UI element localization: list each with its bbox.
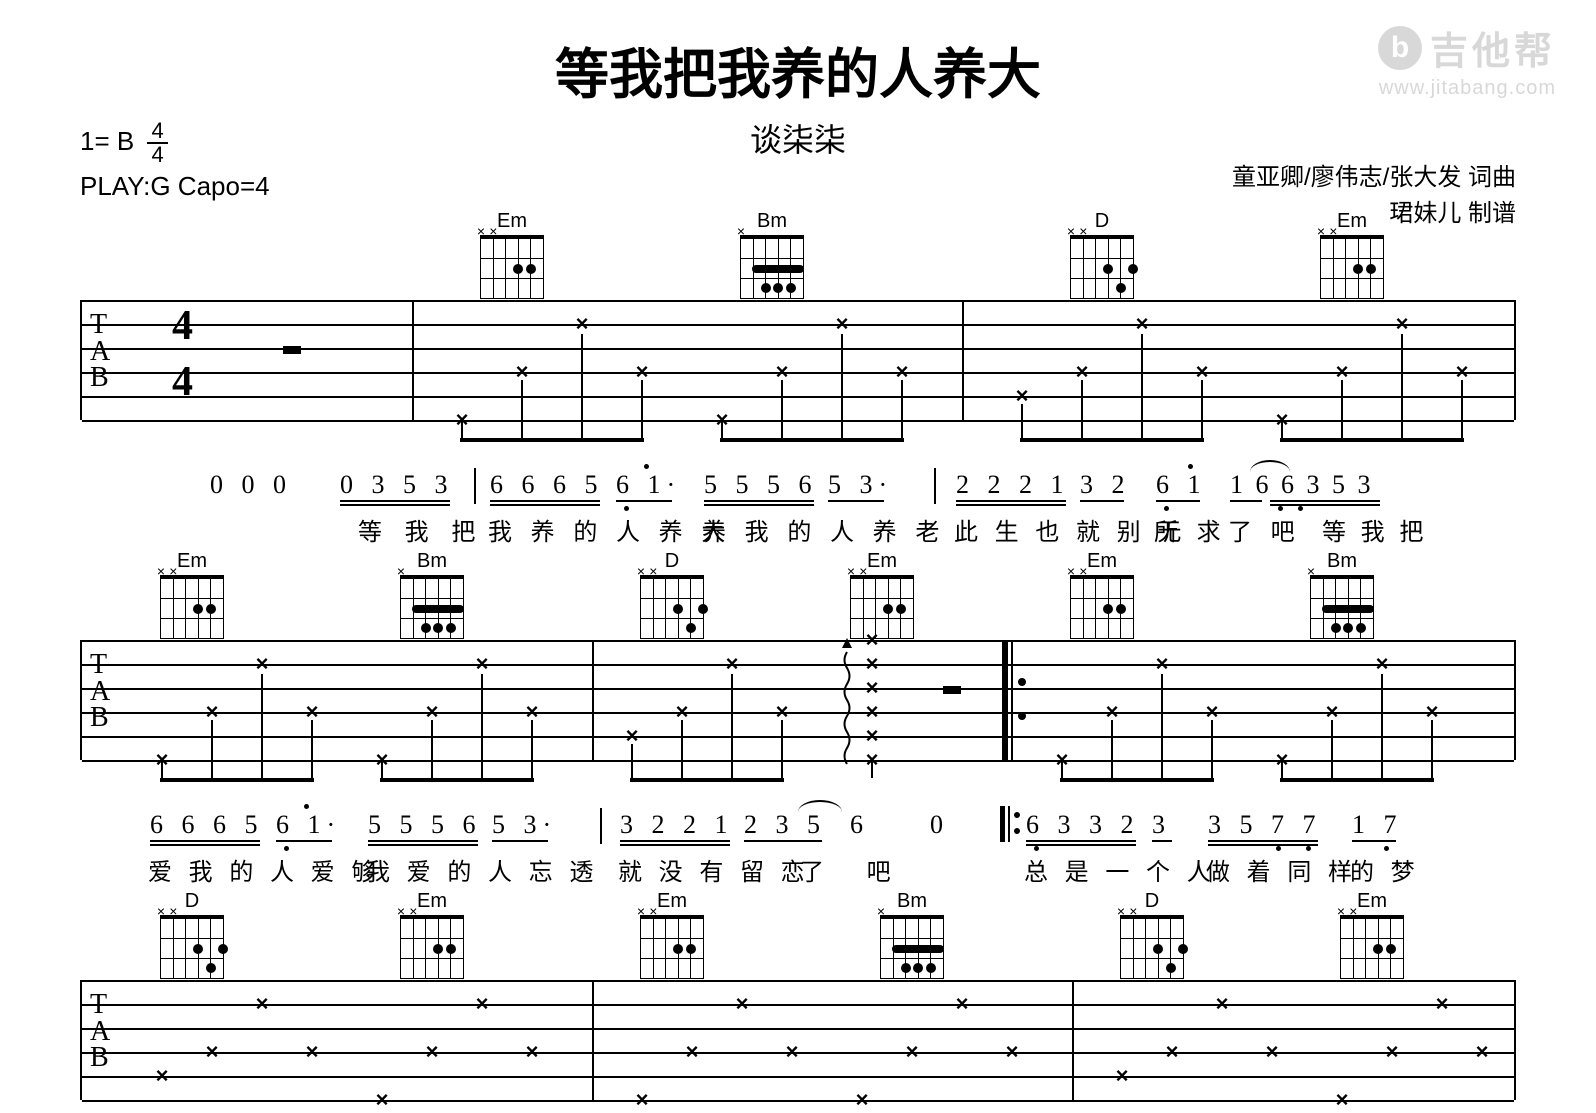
credits-line1: 童亚卿/廖伟志/张大发 词曲 — [1232, 160, 1516, 196]
lyrics: 此 生 也 就 别 无 — [954, 512, 1186, 547]
tab-staff-3: TAB ×××× ×××× ×××× ×××× ×××× ×××× — [80, 980, 1516, 1100]
lyrics: 等 我 把 — [1322, 512, 1427, 547]
chord-em: Em ×× — [1070, 550, 1134, 639]
lyrics: 总 是 一 个 人 — [1024, 852, 1216, 887]
chord-em: Em ×× — [480, 210, 544, 299]
jianpu: 3 5 7 7 — [1208, 810, 1322, 840]
jianpu: 5 3· — [828, 470, 893, 500]
jianpu: 6 1· — [616, 470, 681, 500]
chord-em: Em ×× — [160, 550, 224, 639]
lyrics: 我 养 的 人 养 大 — [488, 512, 731, 547]
jianpu: 5 5 5 6 — [368, 810, 482, 840]
chord-bm: Bm × — [400, 550, 464, 639]
jianpu: 0 0 0 — [210, 470, 292, 500]
lyrics: 的 梦 — [1350, 852, 1420, 887]
lyrics: 所 求 — [1154, 512, 1227, 547]
jianpu: 5 3· — [492, 810, 557, 840]
lyrics: 了 吧 — [1228, 512, 1301, 547]
rest — [283, 346, 301, 354]
tab-staff-2: TAB ×××× ×××× ×××× ×××××× ×××× ×××× — [80, 640, 1516, 760]
jianpu: 1 6 6 3 5 3 — [1230, 470, 1374, 500]
repeat-start-icon — [1002, 640, 1014, 760]
lyrics: 了 吧 — [800, 852, 909, 887]
lyrics: 就 没 有 留 恋 — [618, 852, 810, 887]
lyrics: 做 着 同 样 — [1206, 852, 1357, 887]
tab-staff-1: TAB 4 4 × × × × × × × × × × × × — [80, 300, 1516, 420]
chord-em: Em ×× — [1340, 890, 1404, 979]
rest — [943, 686, 961, 694]
ts-num: 4 — [172, 302, 193, 350]
meta-left: 1= B 4 4 PLAY:G Capo=4 — [80, 120, 270, 208]
jianpu: 6 6 6 5 — [150, 810, 264, 840]
chord-em: Em ×× — [640, 890, 704, 979]
watermark: b 吉他帮 www.jitabang.com — [1378, 20, 1556, 100]
song-title: 等我把我养的人养大 — [0, 30, 1596, 109]
jianpu: 6 3 3 2 — [1026, 810, 1140, 840]
jianpu: 0 3 5 3 — [340, 470, 454, 500]
chord-em: Em ×× — [850, 550, 914, 639]
jianpu: 5 5 5 6 — [704, 470, 818, 500]
lyrics: 养 我 的 人 养 老 — [702, 512, 945, 547]
chord-d: D ×× — [640, 550, 704, 639]
watermark-brand: 吉他帮 — [1430, 20, 1556, 75]
jianpu: 3 2 — [1080, 470, 1131, 500]
arpeggio-icon — [840, 634, 854, 768]
lyrics: 我 爱 的 人 忘 透 — [366, 852, 598, 887]
chord-bm: Bm × — [880, 890, 944, 979]
jianpu: 1 7 — [1352, 810, 1403, 840]
jianpu: 3 — [1152, 810, 1171, 840]
time-signature: 4 4 — [147, 120, 167, 166]
lyrics: 爱 我 的 人 爱 够 — [148, 852, 380, 887]
watermark-url: www.jitabang.com — [1378, 77, 1556, 100]
tab-clef: TAB — [90, 312, 110, 392]
watermark-logo: b — [1378, 26, 1422, 70]
key-line: 1= B — [80, 126, 134, 156]
jianpu: 2 3 5 — [744, 810, 826, 840]
jianpu: 6 1· — [276, 810, 341, 840]
play-line: PLAY:G Capo=4 — [80, 166, 270, 208]
chord-d: D ×× — [1120, 890, 1184, 979]
chord-bm: Bm × — [1310, 550, 1374, 639]
chord-d: D ×× — [160, 890, 224, 979]
jianpu: 6 1 — [1156, 470, 1207, 500]
jianpu: 0 — [930, 810, 949, 840]
lyrics: 等 我 把 — [358, 512, 483, 547]
chord-bm: Bm × — [740, 210, 804, 299]
ts-den: 4 — [172, 358, 193, 406]
chord-em: Em ×× — [1320, 210, 1384, 299]
jianpu: 6 6 6 5 — [490, 470, 604, 500]
jianpu: 2 2 2 1 — [956, 470, 1070, 500]
jianpu: 3 2 2 1 — [620, 810, 734, 840]
jianpu: 6 — [850, 810, 869, 840]
chord-d: D ×× — [1070, 210, 1134, 299]
chord-em: Em ×× — [400, 890, 464, 979]
